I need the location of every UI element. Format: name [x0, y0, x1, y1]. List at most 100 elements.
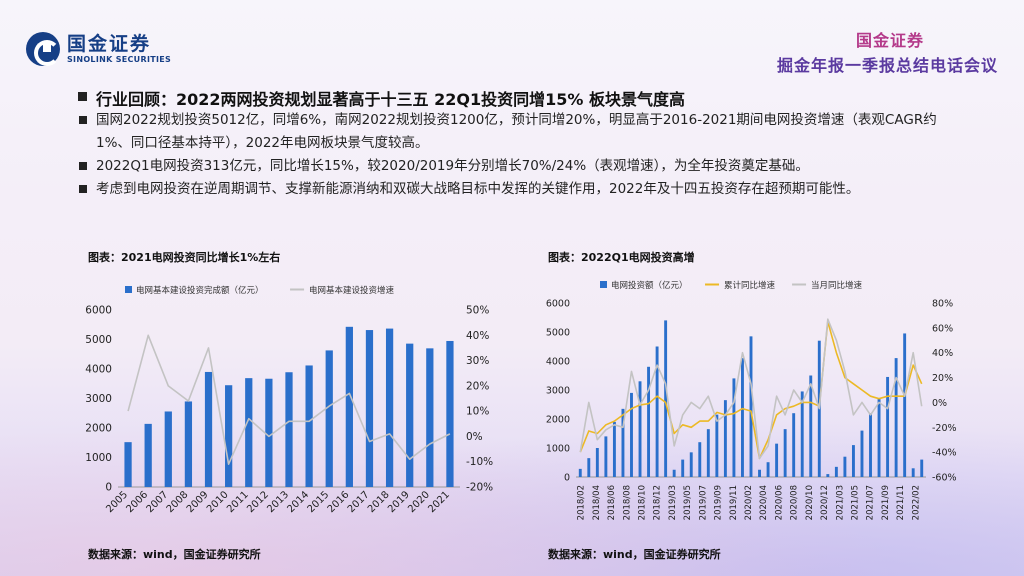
chart1-bar — [385, 328, 394, 487]
chart2-bar — [741, 358, 744, 477]
chart1-bar — [285, 372, 293, 487]
chart1-svg: 0 1000 2000 3000 4000 5000 6000 -20% -10% 0% 10% 20… — [85, 285, 493, 515]
chart1-x-tick: 2007 — [145, 489, 171, 515]
chart2-x-tick: 2021/03 — [835, 485, 845, 520]
chart2-bar — [578, 468, 582, 477]
chart2-bar — [766, 462, 770, 477]
chart2-y-right-tick: 20% — [932, 373, 953, 384]
chart2-bar — [621, 408, 625, 477]
chart2-bar — [843, 456, 847, 477]
chart2-x-tick: 2020/04 — [759, 485, 769, 520]
chart2-bar — [809, 375, 813, 477]
chart2-line-1 — [579, 320, 923, 460]
chart2-bar — [681, 459, 685, 477]
chart2-bar — [630, 392, 633, 477]
chart1-y-right-tick: 30% — [466, 355, 489, 367]
chart1-y-left-tick: 4000 — [85, 364, 112, 376]
chart2-legend-swatch — [600, 281, 607, 288]
chart2-x-tick: 2019/05 — [683, 485, 693, 520]
chart1-bar — [144, 423, 152, 487]
chart2-svg: 0 1000 2000 3000 4000 5000 6000 -60% -40% -20% 0% 2… — [546, 280, 957, 520]
chart1-y-right-tick: 20% — [466, 380, 489, 392]
chart2-y-left-tick: 6000 — [546, 299, 570, 310]
chart2-bar — [604, 436, 608, 477]
bullet-list: 国网2022规划投资5012亿，同增6%，南网2022规划投资1200亿，预计同… — [79, 109, 966, 201]
chart1-bar — [406, 343, 414, 487]
chart1-x-tick: 2020 — [406, 489, 432, 515]
chart2-bar — [877, 398, 881, 477]
event-name: 掘金年报一季报总结电话会议 — [776, 56, 998, 75]
chart2-x-tick: 2018/12 — [653, 485, 663, 520]
chart2-x-tick: 2019/07 — [698, 485, 708, 520]
chart2-legend-label: 当月同比增速 — [811, 280, 863, 291]
chart2-bar — [826, 474, 830, 477]
chart2-bar — [860, 430, 864, 477]
bullet-square-icon — [79, 116, 87, 124]
chart1-y-right-tick: 40% — [466, 330, 489, 342]
chart2-bar — [911, 468, 915, 477]
chart1-bar — [426, 348, 434, 487]
chart2-bar — [775, 443, 779, 477]
chart2-y-left-tick: 2000 — [546, 415, 570, 426]
chart2-bar — [706, 429, 710, 477]
chart1-x-tick: 2012 — [245, 489, 271, 515]
chart2-x-tick: 2019/11 — [729, 485, 739, 520]
chart1-y-left-tick: 1000 — [85, 452, 112, 464]
bullet-item: 国网2022规划投资5012亿，同增6%，南网2022规划投资1200亿，预计同… — [79, 109, 966, 155]
chart1-x-tick: 2015 — [306, 489, 332, 515]
chart2-bar — [595, 448, 599, 477]
chart1-x-tick: 2008 — [165, 489, 191, 515]
chart2-bar — [758, 469, 761, 477]
chart2-x-tick: 2018/02 — [577, 485, 587, 520]
chart2-x-tick: 2020/12 — [820, 485, 830, 520]
chart2-y-right-tick: -60% — [932, 473, 957, 484]
chart2-bar — [869, 413, 872, 477]
chart2-x-tick: 2020/06 — [774, 485, 784, 520]
chart2-x-tick: 2018/06 — [607, 485, 617, 520]
chart2-legend-label: 累计同比增速 — [724, 280, 776, 291]
chart2-legend-label: 电网投资额（亿元） — [611, 280, 688, 291]
chart2-bar — [920, 459, 924, 477]
chart2-bar — [638, 381, 642, 477]
chart2-bar — [800, 391, 804, 477]
bullet-square-icon — [79, 185, 87, 193]
chart2-bar — [723, 400, 727, 477]
chart1-bar — [325, 350, 333, 487]
headline-bullet-icon — [78, 92, 87, 101]
chart2-bar — [698, 442, 702, 477]
chart2-bar — [894, 358, 898, 477]
chart2-bar — [834, 466, 838, 477]
chart2-y-right-tick: -40% — [932, 448, 957, 459]
chart2-y-left-tick: 0 — [564, 473, 570, 484]
chart1-y-right-tick: 0% — [466, 431, 483, 443]
brand-logo: 国金证券 SINOLINK SECURITIES — [26, 32, 171, 66]
chart1-bar — [265, 378, 273, 487]
chart2-bar — [851, 445, 855, 477]
chart2-y-left-tick: 3000 — [546, 386, 570, 397]
chart1-legend-label: 电网基本建设投资完成额（亿元） — [136, 285, 264, 296]
chart2-x-tick: 2021/11 — [896, 485, 906, 520]
chart2-bar — [903, 333, 907, 477]
brand-mark-icon — [26, 32, 60, 66]
chart1-legend-label: 电网基本建设投资增速 — [309, 285, 395, 296]
chart1-y-left-tick: 5000 — [85, 334, 112, 346]
chart2-x-tick: 2020/08 — [790, 485, 800, 520]
chart2-y-left-tick: 4000 — [546, 357, 570, 368]
chart1-y-right-tick: 10% — [466, 406, 489, 418]
chart2-source: 数据来源：wind，国金证券研究所 — [548, 548, 721, 561]
chart2-x-tick: 2018/10 — [637, 485, 647, 520]
chart2-y-right-tick: 80% — [932, 299, 953, 310]
chart1-title: 图表：2021电网投资同比增长1%左右 — [88, 251, 281, 264]
chart1-x-tick: 2021 — [426, 489, 452, 515]
chart1-y-right-tick: -20% — [466, 482, 493, 494]
chart1-x-tick: 2006 — [125, 489, 151, 515]
chart1-x-tick: 2019 — [386, 489, 412, 515]
chart1-y-left-tick: 2000 — [85, 423, 112, 435]
chart1-line-1 — [127, 334, 451, 465]
chart1-bar — [345, 326, 353, 487]
chart2-bar — [792, 413, 796, 477]
chart1-bar — [365, 330, 374, 487]
chart2-bar — [587, 458, 591, 477]
chart1-bar — [305, 365, 313, 487]
chart1-y-right-tick: -10% — [466, 456, 493, 468]
